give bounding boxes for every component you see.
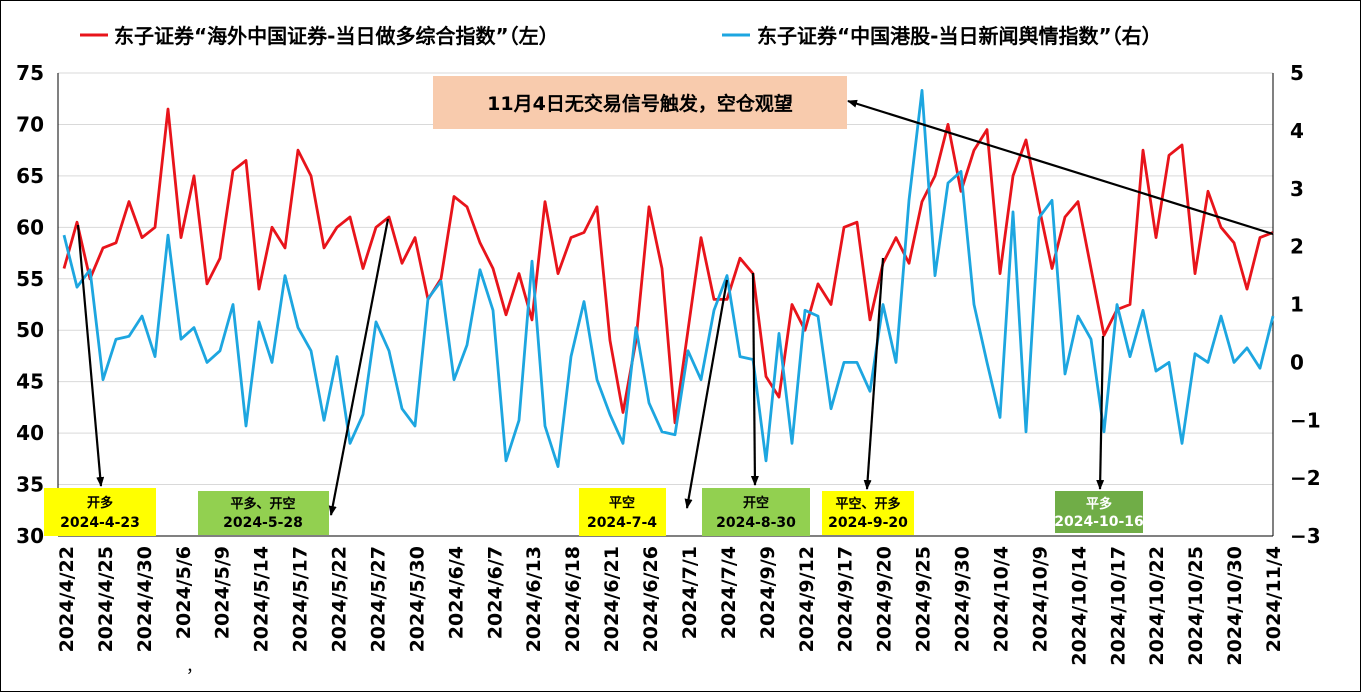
signal-box-6: 平多 2024-10-16 xyxy=(1054,491,1144,533)
left-tick-label: 65 xyxy=(16,164,44,188)
right-tick-label: 1 xyxy=(1290,293,1304,317)
signal-5-action: 平空、开多 xyxy=(835,496,900,512)
signal-4-date: 2024-8-30 xyxy=(716,515,796,531)
x-tick-label: 2024/4/30 xyxy=(134,546,156,652)
x-tick-label: 2024/6/7 xyxy=(484,546,506,639)
legend: 东子证券“海外中国证券-当日做多综合指数”（左） 东子证券“中国港股-当日新闻舆… xyxy=(80,24,1162,48)
x-tick-label: 2024/5/6 xyxy=(173,546,195,639)
x-tick-label: 2024/9/20 xyxy=(874,546,896,652)
x-tick-label: 2024/9/30 xyxy=(952,546,974,652)
left-tick-label: 75 xyxy=(16,61,44,85)
annotation-main-box xyxy=(433,76,847,129)
x-tick-label: 2024/5/14 xyxy=(251,546,273,652)
x-tick-label: 2024/5/22 xyxy=(329,546,351,652)
signal-boxes: 开多 2024-4-23 平多、开空 2024-5-28 平空 2024-7-4… xyxy=(44,488,1144,536)
x-tick-label: 2024/5/30 xyxy=(406,546,428,652)
right-tick-label: −1 xyxy=(1290,408,1321,432)
signal-6-date: 2024-10-16 xyxy=(1054,514,1144,530)
signal-3-action: 平空 xyxy=(609,495,635,511)
signal-2-action: 平多、开空 xyxy=(230,496,295,512)
right-axis: −3 −2 −1 0 1 2 3 4 5 xyxy=(1272,61,1321,548)
x-tick-label: 2024/9/12 xyxy=(796,546,818,652)
right-tick-label: 4 xyxy=(1290,119,1304,143)
left-axis: 30 35 40 45 50 55 60 65 70 75 xyxy=(16,61,59,548)
signal-4-action: 开空 xyxy=(743,495,769,511)
right-tick-label: 2 xyxy=(1290,235,1304,259)
x-tick-label: 2024/10/4 xyxy=(990,546,1012,652)
x-tick-label: 2024/6/18 xyxy=(562,546,584,652)
signal-3-date: 2024-7-4 xyxy=(587,515,657,531)
x-tick-label: 2024/6/21 xyxy=(601,546,623,652)
right-tick-label: 5 xyxy=(1290,61,1304,85)
x-tick-label: 2024/9/25 xyxy=(913,546,935,652)
grid xyxy=(58,72,1273,537)
left-tick-label: 45 xyxy=(16,370,44,394)
x-tick-label: 2024/11/4 xyxy=(1263,546,1285,652)
x-tick-label: 2024/10/9 xyxy=(1029,546,1051,652)
x-tick-label: 2024/10/22 xyxy=(1146,546,1168,666)
x-tick-label: 2024/9/9 xyxy=(757,546,779,639)
left-tick-label: 40 xyxy=(16,421,44,445)
x-tick-label: 2024/10/30 xyxy=(1224,546,1246,666)
signal-box-5: 平空、开多 2024-9-20 xyxy=(822,491,914,535)
series-line-left xyxy=(62,107,1274,425)
arrow-signal-5 xyxy=(863,257,885,490)
right-tick-label: −2 xyxy=(1290,466,1321,490)
annotation-main-text: 11月4日无交易信号触发，空仓观望 xyxy=(487,92,793,115)
signal-2-date: 2024-5-28 xyxy=(223,515,303,531)
signal-box-2: 平多、开空 2024-5-28 xyxy=(198,491,329,535)
x-tick-label: 2024/7/4 xyxy=(718,546,740,639)
signal-1-action: 开多 xyxy=(87,495,113,511)
x-tick-label: 2024/7/1 xyxy=(679,546,701,639)
left-tick-label: 55 xyxy=(16,267,44,291)
arrows xyxy=(76,99,1274,516)
arrow-signal-6 xyxy=(1096,335,1105,490)
left-tick-label: 70 xyxy=(16,112,44,136)
x-tick-label: 2024/6/13 xyxy=(523,546,545,652)
left-tick-label: 60 xyxy=(16,215,44,239)
x-tick-label: 2024/10/14 xyxy=(1068,546,1090,666)
right-tick-label: −3 xyxy=(1290,524,1321,548)
signal-box-4: 开空 2024-8-30 xyxy=(702,488,810,536)
arrow-signal-1 xyxy=(76,224,105,487)
x-tick-label: 2024/9/17 xyxy=(835,546,857,652)
right-tick-label: 0 xyxy=(1290,350,1304,374)
signal-6-action: 平多 xyxy=(1086,496,1112,512)
x-tick-label: 2024/10/25 xyxy=(1185,546,1207,666)
x-tick-label: 2024/4/22 xyxy=(56,546,78,652)
arrow-signal-3 xyxy=(684,279,729,509)
x-tick-label: 2024/5/9 xyxy=(212,546,234,639)
left-tick-label: 30 xyxy=(16,524,44,548)
annotation-main: 11月4日无交易信号触发，空仓观望 xyxy=(433,76,847,129)
x-tick-label: 2024/5/27 xyxy=(367,546,389,652)
left-tick-label: 35 xyxy=(16,473,44,497)
left-tick-label: 50 xyxy=(16,318,44,342)
signal-1-date: 2024-4-23 xyxy=(60,515,140,531)
arrow-main xyxy=(847,99,1274,236)
x-tick-label: 2024/5/17 xyxy=(290,546,312,652)
signal-box-1: 开多 2024-4-23 xyxy=(44,488,156,536)
right-tick-label: 3 xyxy=(1290,177,1304,201)
series-line-right xyxy=(62,89,1275,469)
x-tick-label: 2024/6/26 xyxy=(640,546,662,652)
series-layer xyxy=(62,89,1275,469)
x-tick-label: 2024/10/17 xyxy=(1107,546,1129,666)
x-tick-label: 2024/4/25 xyxy=(95,546,117,652)
x-axis: 2024/4/22 2024/4/25 2024/4/30 2024/5/6 2024/… xyxy=(56,535,1285,666)
arrow-signal-2 xyxy=(328,218,390,516)
legend-label-right: 东子证券“中国港股-当日新闻舆情指数”（右） xyxy=(757,24,1162,48)
signal-5-date: 2024-9-20 xyxy=(828,515,908,531)
stray-comma: ， xyxy=(186,657,202,676)
signal-box-3: 平空 2024-7-4 xyxy=(579,488,666,536)
arrow-signal-4 xyxy=(750,272,759,486)
x-tick-label: 2024/6/4 xyxy=(445,546,467,639)
legend-label-left: 东子证券“海外中国证券-当日做多综合指数”（左） xyxy=(114,24,559,48)
